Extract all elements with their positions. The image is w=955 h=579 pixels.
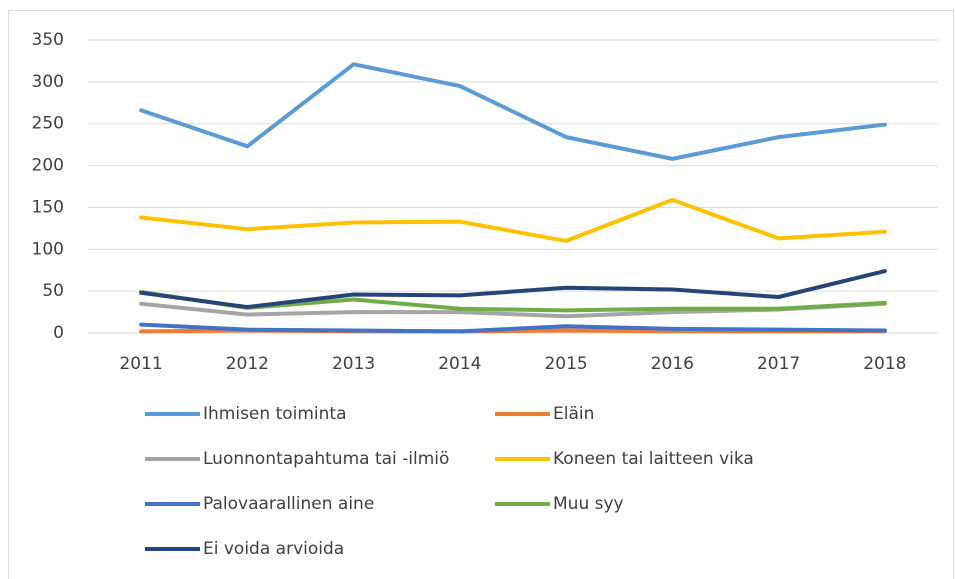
y-tick-label: 150 [32, 197, 64, 217]
legend-label: Koneen tai laitteen vika [553, 449, 754, 469]
legend-label: Luonnontapahtuma tai -ilmiö [203, 449, 449, 469]
legend-label: Palovaarallinen aine [203, 494, 374, 514]
y-tick-label: 300 [32, 72, 64, 92]
legend-label: Ei voida arvioida [203, 539, 344, 559]
series-line [139, 269, 887, 310]
y-tick-label: 350 [32, 30, 64, 50]
x-tick-label: 2012 [226, 354, 269, 374]
x-tick-label: 2015 [544, 354, 587, 374]
y-tick-label: 200 [32, 156, 64, 176]
y-tick-label: 50 [42, 281, 64, 301]
x-tick-label: 2013 [332, 354, 375, 374]
legend-label: Ihmisen toiminta [203, 404, 347, 424]
y-tick-label: 250 [32, 114, 64, 134]
x-tick-label: 2014 [438, 354, 481, 374]
series-line [139, 322, 887, 334]
legend-label: Muu syy [553, 494, 624, 514]
x-tick-label: 2017 [757, 354, 800, 374]
series-line [139, 197, 887, 243]
y-tick-label: 100 [32, 239, 64, 259]
y-tick-label: 0 [53, 323, 64, 343]
legend-label: Eläin [553, 404, 594, 424]
x-tick-label: 2018 [863, 354, 906, 374]
series-line [139, 62, 887, 161]
x-tick-label: 2016 [651, 354, 694, 374]
x-tick-label: 2011 [119, 354, 162, 374]
